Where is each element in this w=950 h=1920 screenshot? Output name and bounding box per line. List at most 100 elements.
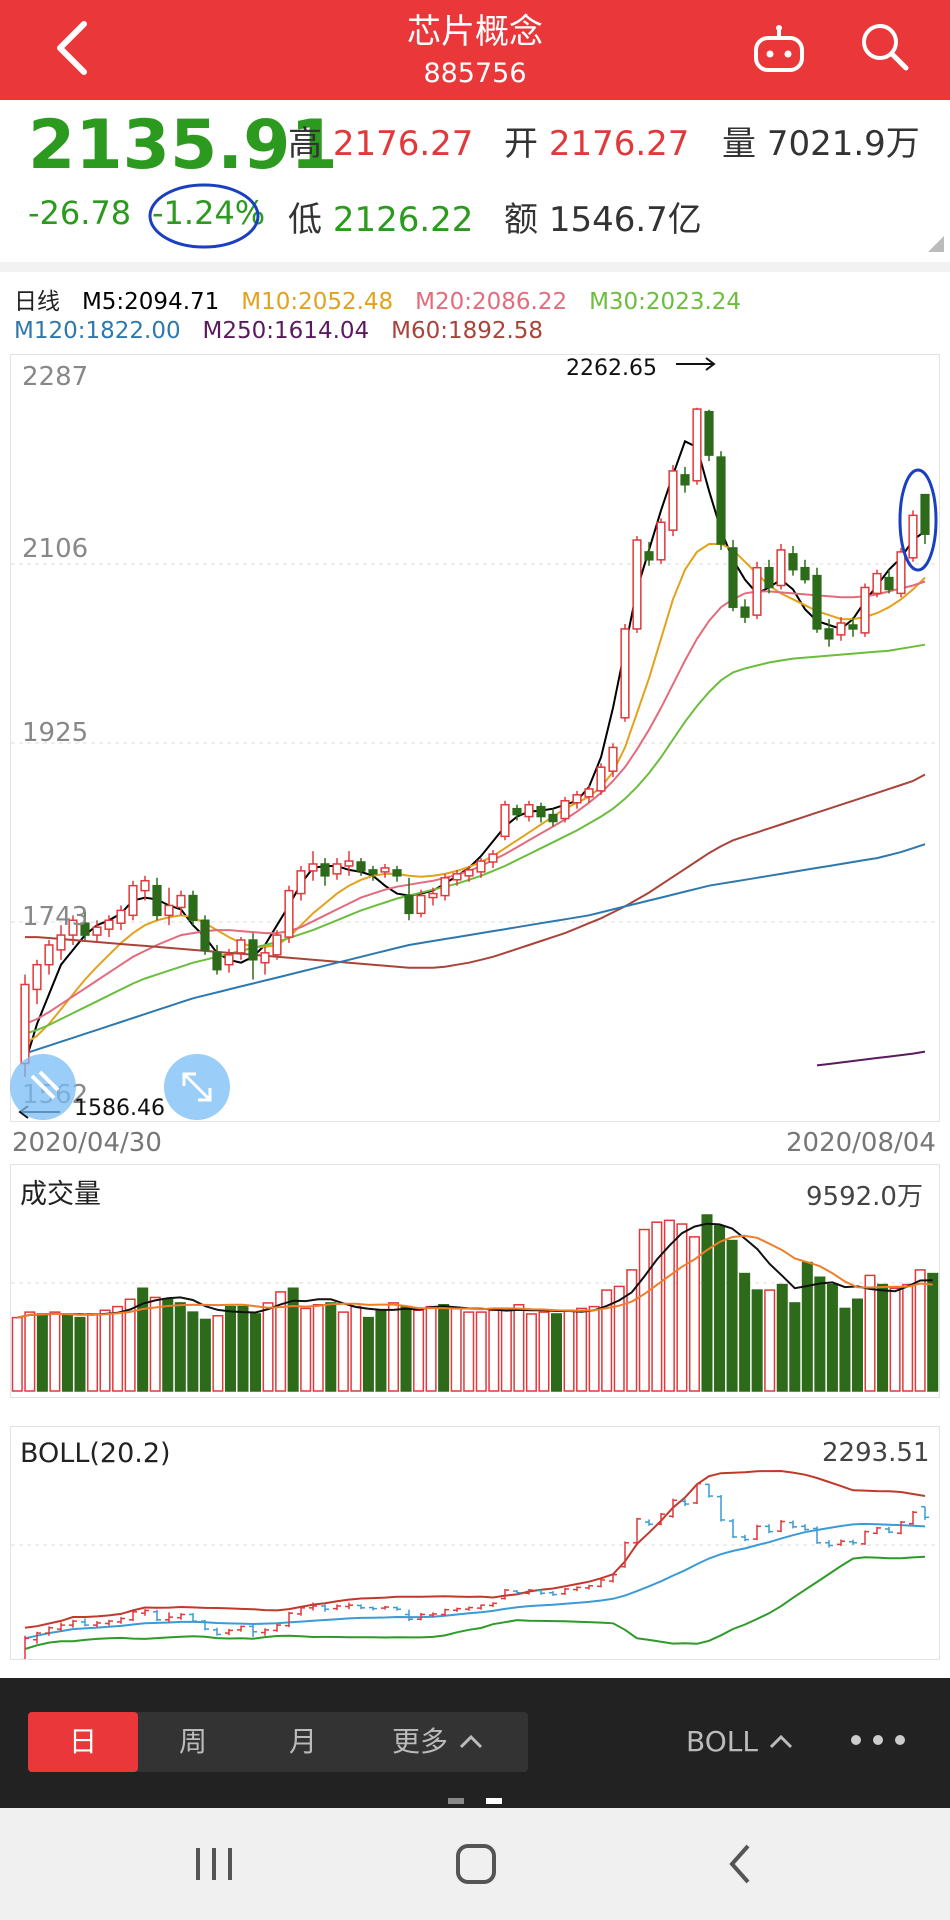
- volume-bar: [400, 1305, 412, 1392]
- tab-day[interactable]: 日: [28, 1712, 138, 1772]
- volume-bar: [851, 1298, 864, 1392]
- volume-bar: [927, 1272, 939, 1392]
- volume-max-label: 9592.0万: [806, 1182, 923, 1212]
- back-chevron-icon[interactable]: [52, 18, 92, 78]
- candle: [212, 952, 222, 971]
- ma120-label: M120:1822.00: [14, 318, 181, 344]
- volume-bar: [475, 1311, 487, 1392]
- volume-bar: [814, 1276, 826, 1392]
- candle: [248, 939, 258, 961]
- tab-more[interactable]: 更多: [392, 1712, 485, 1772]
- candle: [380, 867, 390, 873]
- tab-week[interactable]: 周: [178, 1725, 207, 1758]
- candle: [260, 952, 270, 964]
- volume-bar: [550, 1313, 563, 1392]
- ma-line-m10: [24, 543, 926, 1045]
- candle: [512, 807, 522, 816]
- volume-bar: [463, 1311, 475, 1392]
- candle: [272, 934, 282, 956]
- open-label: 开: [504, 124, 538, 164]
- y-tick-label: 1743: [22, 902, 89, 932]
- open-value: 2176.27: [548, 124, 690, 164]
- boll-title[interactable]: BOLL(20.2): [20, 1438, 171, 1469]
- candle: [368, 869, 378, 875]
- last-price: 2135.91: [28, 106, 338, 185]
- volume-bar: [714, 1225, 726, 1392]
- ma-line-m5: [24, 439, 926, 1064]
- volume-value: 7021.9万: [766, 124, 920, 164]
- volume-label: 量: [722, 124, 756, 164]
- ma-line-m60: [25, 773, 926, 969]
- volume-bar: [626, 1269, 638, 1392]
- volume-bar: [224, 1305, 236, 1392]
- quote-panel: 2135.91 -26.78 -1.24% 高 2176.27 开 2176.2…: [0, 100, 950, 262]
- recent-apps-icon[interactable]: [190, 1844, 240, 1884]
- indicator-selector[interactable]: BOLL: [686, 1712, 795, 1772]
- candle: [620, 628, 630, 719]
- candle: [296, 870, 306, 895]
- candle: [392, 869, 402, 877]
- volume-bar: [726, 1239, 738, 1392]
- boll-upper-line: [24, 1469, 926, 1629]
- candle: [836, 622, 846, 636]
- candle: [416, 894, 426, 915]
- search-icon[interactable]: [858, 20, 912, 76]
- candle: [20, 983, 30, 1065]
- annotation-circle: [148, 183, 260, 249]
- candle: [584, 788, 594, 798]
- tab-month[interactable]: 月: [288, 1725, 317, 1758]
- back-icon[interactable]: [726, 1842, 756, 1886]
- more-options-icon[interactable]: [848, 1730, 908, 1750]
- candle: [308, 863, 318, 872]
- ma30-label: M30:2023.24: [589, 289, 742, 315]
- volume-bar: [914, 1269, 926, 1392]
- candle: [488, 853, 498, 863]
- home-icon[interactable]: [454, 1842, 498, 1886]
- candle: [56, 934, 66, 951]
- candle: [200, 919, 210, 951]
- expand-corner-icon[interactable]: [928, 236, 944, 252]
- robot-icon[interactable]: [752, 24, 808, 74]
- volume-bar: [124, 1298, 136, 1392]
- candle: [716, 456, 726, 545]
- candle: [524, 803, 534, 818]
- volume-bar: [262, 1302, 274, 1392]
- boll-chart[interactable]: [10, 1426, 940, 1660]
- volume-bar: [112, 1305, 124, 1392]
- volume-title: 成交量: [20, 1179, 101, 1210]
- volume-bar: [11, 1316, 23, 1392]
- volume-bar: [250, 1313, 262, 1392]
- volume-chart[interactable]: [10, 1164, 940, 1398]
- scroll-left-button[interactable]: [10, 1054, 76, 1120]
- volume-bar: [362, 1316, 374, 1392]
- candle: [236, 939, 246, 954]
- candlestick-chart[interactable]: [10, 354, 940, 1122]
- candle: [128, 884, 138, 917]
- fullscreen-button[interactable]: [164, 1054, 230, 1120]
- candle: [692, 408, 702, 482]
- candle: [752, 566, 762, 616]
- volume-bar: [387, 1302, 400, 1392]
- candle: [680, 474, 690, 486]
- candle: [776, 549, 786, 587]
- candle: [632, 539, 642, 630]
- candle: [68, 919, 78, 936]
- page-indicator: [448, 1798, 464, 1804]
- stock-code: 885756: [423, 58, 527, 89]
- volume-bar: [651, 1221, 663, 1392]
- candle: [824, 628, 834, 640]
- min-price-label: 1586.46: [74, 1096, 165, 1121]
- candle: [896, 551, 906, 595]
- volume-bar: [199, 1318, 211, 1392]
- boll-lower-line: [24, 1555, 926, 1650]
- period-label[interactable]: 日线: [14, 289, 60, 315]
- candle: [536, 805, 546, 818]
- volume-bar: [776, 1283, 788, 1392]
- volume-bar: [86, 1313, 99, 1392]
- candle: [908, 514, 918, 559]
- candle: [164, 904, 174, 917]
- ma10-label: M10:2052.48: [241, 289, 394, 315]
- volume-bar: [638, 1228, 650, 1392]
- candle: [644, 551, 654, 561]
- candle: [224, 954, 234, 966]
